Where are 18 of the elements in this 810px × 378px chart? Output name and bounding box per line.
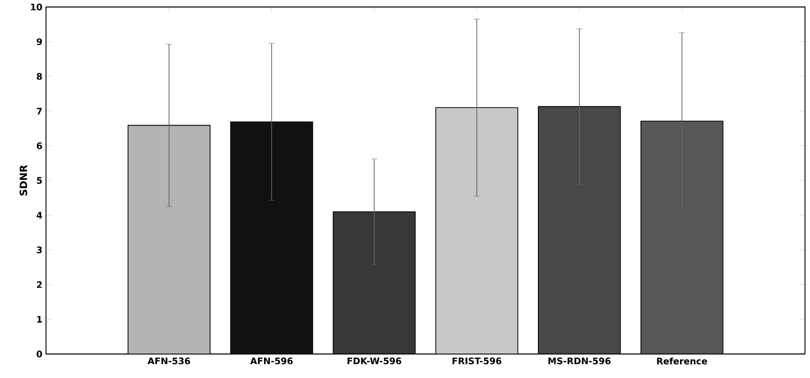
y-tick-label: 2 [36, 281, 42, 288]
x-tick-label: AFN-536 [148, 358, 190, 364]
y-tick-label: 1 [37, 316, 42, 323]
y-tick-label: 7 [36, 108, 42, 114]
y-tick-label: 4 [36, 212, 42, 218]
y-tick-label: 6 [36, 142, 42, 150]
y-tick-label: 9 [36, 38, 42, 46]
y-axis-title: SDNR [20, 164, 28, 196]
x-tick-label: MS-RDN-596 [548, 358, 611, 364]
x-tick-label: Reference [657, 358, 708, 364]
y-tick-label: 5 [36, 177, 42, 184]
y-tick-label: 0 [36, 350, 42, 358]
y-tick-label: 8 [36, 73, 42, 80]
x-tick-label: FRIST-596 [452, 358, 502, 364]
x-tick-label: AFN-596 [250, 358, 293, 364]
y-tick-label: 3 [36, 246, 42, 254]
y-tick-label: 10 [31, 4, 42, 10]
x-tick-label: FDK-W-596 [348, 358, 402, 364]
